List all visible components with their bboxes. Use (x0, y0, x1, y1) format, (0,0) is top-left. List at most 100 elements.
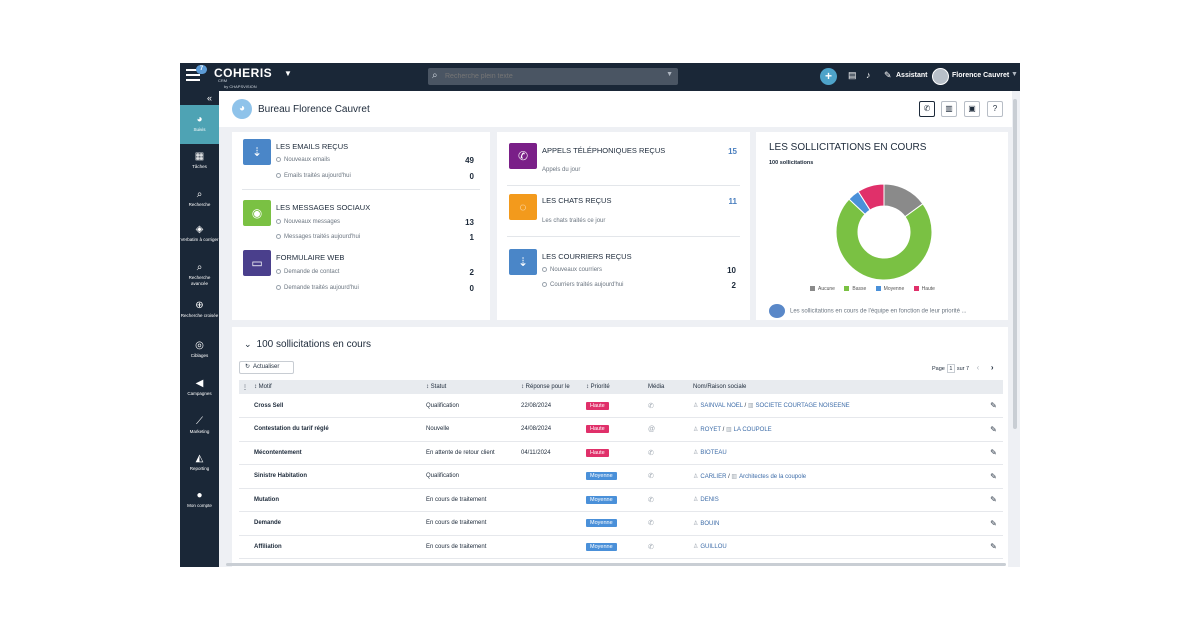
sidebar-item-verbatim[interactable]: ◈ Verbatim à corriger (180, 224, 219, 242)
cell-motif[interactable]: Sinistre Habitation (251, 464, 423, 489)
calls-value[interactable]: 15 (728, 147, 737, 156)
edit-icon[interactable]: ✎ (981, 441, 1003, 465)
social-title: LES MESSAGES SOCIAUX (276, 203, 371, 212)
info-bubble-icon (769, 304, 785, 318)
company-icon: ▥ (725, 426, 732, 433)
refresh-button[interactable]: ↻ Actualiser (239, 361, 294, 374)
horizontal-scrollbar[interactable] (226, 563, 1006, 566)
prev-page-icon[interactable]: ‹ (976, 363, 980, 372)
sidebar-item-recherche-croisee[interactable]: ⊕ Recherche croisée (180, 300, 219, 318)
social-row1-value[interactable]: 13 (465, 218, 474, 227)
priority-badge: Moyenne (586, 495, 617, 504)
webform-row2-value[interactable]: 0 (469, 284, 474, 293)
contact-link[interactable]: BIOTEAU (700, 450, 727, 457)
app-switch-caret-icon[interactable]: ▼ (284, 69, 292, 78)
cell-motif[interactable]: Cross Sell (251, 394, 423, 418)
edit-icon[interactable]: ✎ (981, 417, 1003, 442)
cell-motif[interactable]: Affiliation (251, 535, 423, 559)
table-row[interactable]: Demande En cours de traitement Moyenne ✆ ♙ BO… (239, 511, 1003, 536)
cell-motif[interactable]: Contestation du tarif réglé (251, 417, 423, 442)
cell-media: @ (645, 417, 690, 442)
user-name[interactable]: Florence Cauvret (952, 72, 1010, 79)
column-header-motif[interactable]: ↕ Motif (251, 380, 423, 394)
mail-row2-value[interactable]: 2 (731, 281, 736, 290)
page-input[interactable]: 1 (946, 364, 955, 373)
social-row2-value[interactable]: 1 (469, 233, 474, 242)
emails-row2-value[interactable]: 0 (469, 172, 474, 181)
contact-link[interactable]: SAINVAL NOEL (700, 403, 743, 409)
bell-icon[interactable]: ♪ (866, 70, 871, 80)
contact-link[interactable]: DENIS (700, 497, 719, 504)
search-dropdown-icon[interactable]: ▼ (666, 71, 673, 78)
cell-media: ✆ (645, 464, 690, 489)
user-menu-caret-icon[interactable]: ▼ (1011, 71, 1018, 78)
add-button[interactable]: + (820, 68, 837, 85)
company-link[interactable]: Architectes de la coupole (739, 473, 807, 480)
avatar[interactable] (932, 68, 949, 85)
column-header-reponse[interactable]: ↕ Réponse pour le (518, 380, 583, 394)
sidebar-item-recherche[interactable]: ⌕ Recherche (180, 189, 219, 208)
cell-motif[interactable]: Mécontentement (251, 441, 423, 465)
emails-row1-value[interactable]: 49 (465, 156, 474, 165)
assistant-link[interactable]: Assistant (896, 72, 928, 79)
table-row[interactable]: Cross Sell Qualification 22/08/2024 Haute ✆ ♙… (239, 394, 1003, 418)
phone-icon: ✆ (648, 473, 654, 481)
contact-link[interactable]: ROYET (700, 426, 721, 433)
wrench-icon[interactable]: ✎ (884, 70, 892, 80)
legend-swatch-aucune (810, 286, 815, 292)
help-button[interactable]: ? (987, 101, 1003, 117)
table-row[interactable]: Affiliation En cours de traitement Moyenne… (239, 535, 1003, 559)
cell-media: ✆ (645, 394, 690, 418)
sidebar-item-taches[interactable]: ▦ Tâches (180, 151, 219, 170)
main-content: ◕ Bureau Florence Cauvret ✆ ▥ ▣ ? ⇣ LES … (219, 91, 1012, 567)
stats-button[interactable]: ▥ (941, 101, 957, 117)
contact-link[interactable]: GUILLOU (700, 544, 727, 551)
search-input[interactable] (445, 70, 655, 83)
messages-icon[interactable]: ▤ (848, 70, 857, 80)
chat-bubble-icon: ◉ (243, 200, 271, 226)
cell-motif[interactable]: Mutation (251, 488, 423, 512)
contact-link[interactable]: BOUIN (700, 520, 720, 527)
table-row[interactable]: Mécontentement En attente de retour clien… (239, 441, 1003, 465)
edit-icon[interactable]: ✎ (981, 535, 1003, 559)
company-icon: ▥ (747, 403, 754, 409)
sidebar-item-marketing[interactable]: ⟋ Marketing (180, 416, 219, 435)
table-row[interactable]: Sinistre Habitation Qualification Moyenne ✆… (239, 464, 1003, 489)
company-link[interactable]: LA COUPOLE (733, 426, 772, 433)
next-page-icon[interactable]: › (990, 363, 994, 372)
phone-toggle-button[interactable]: ✆ (919, 101, 935, 117)
donut-slice-basse[interactable] (835, 198, 933, 281)
logo[interactable]: COHERIS (214, 66, 273, 80)
donut-slice-haute[interactable] (857, 183, 885, 211)
donut-chart[interactable] (834, 182, 934, 282)
sidebar-item-ciblages[interactable]: ◎ Ciblages (180, 340, 219, 359)
sidebar-item-campagnes[interactable]: ◀ Campagnes (180, 378, 219, 397)
table-row[interactable]: Mutation En cours de traitement Moyenne ✆ ♙ D… (239, 488, 1003, 512)
contact-link[interactable]: CARLIER (700, 473, 727, 480)
column-menu-icon[interactable]: ⋮ (239, 380, 251, 394)
chats-value[interactable]: 11 (728, 197, 737, 206)
company-link[interactable]: SOCIETE COURTAGE NOISEENE (755, 403, 850, 409)
menu-icon[interactable] (186, 69, 200, 83)
column-header-priorite[interactable]: ↕ Priorité (583, 380, 645, 394)
sidebar-item-recherche-avancee[interactable]: ⌕ Recherche avancée (180, 262, 219, 286)
edit-icon[interactable]: ✎ (981, 394, 1003, 418)
edit-icon[interactable]: ✎ (981, 464, 1003, 489)
vertical-scrollbar[interactable] (1013, 99, 1017, 429)
list-title[interactable]: ⌄ 100 sollicitations en cours (244, 339, 372, 350)
cell-priorite: Haute (583, 394, 645, 418)
area-chart-icon: ◭ (195, 453, 204, 464)
edit-icon[interactable]: ✎ (981, 488, 1003, 512)
cell-date: 22/08/2024 (518, 394, 583, 418)
cell-motif[interactable]: Demande (251, 511, 423, 536)
column-header-statut[interactable]: ↕ Statut (423, 380, 518, 394)
contact-card-button[interactable]: ▣ (964, 101, 980, 117)
collapse-sidebar-icon[interactable]: « (207, 93, 213, 103)
edit-icon[interactable]: ✎ (981, 511, 1003, 536)
sidebar-item-suivis[interactable]: ◕ Suivis (180, 105, 219, 144)
webform-row1-value[interactable]: 2 (469, 268, 474, 277)
mail-row1-value[interactable]: 10 (727, 266, 736, 275)
sidebar-item-reporting[interactable]: ◭ Reporting (180, 453, 219, 472)
sidebar-item-mon-compte[interactable]: ● Mon compte (180, 490, 219, 509)
table-row[interactable]: Contestation du tarif réglé Nouvelle 24/08… (239, 417, 1003, 442)
